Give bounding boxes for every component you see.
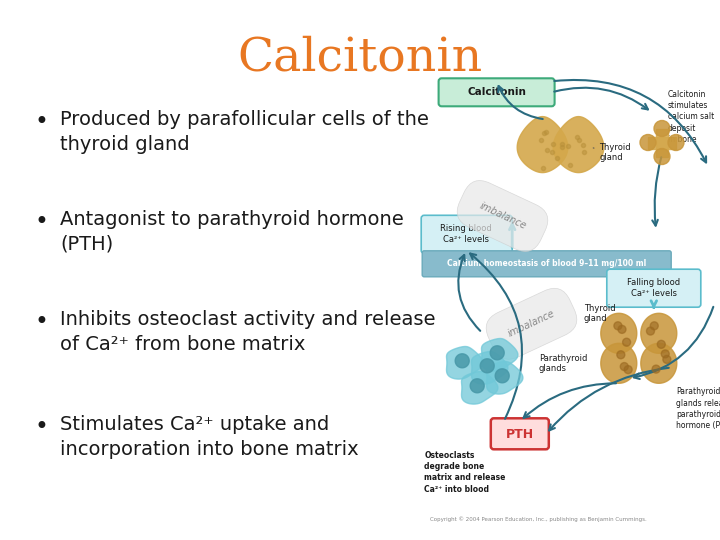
Text: Rising blood
Ca²⁺ levels: Rising blood Ca²⁺ levels <box>441 224 492 244</box>
Polygon shape <box>446 347 483 379</box>
Polygon shape <box>490 346 504 360</box>
Circle shape <box>620 328 628 336</box>
Polygon shape <box>482 339 518 371</box>
Text: imbalance: imbalance <box>477 201 528 231</box>
Polygon shape <box>517 117 568 173</box>
Circle shape <box>657 322 665 330</box>
FancyBboxPatch shape <box>422 251 671 277</box>
Polygon shape <box>472 352 508 384</box>
Text: •: • <box>35 310 49 334</box>
Polygon shape <box>487 361 523 394</box>
Circle shape <box>611 360 618 368</box>
Polygon shape <box>641 313 677 353</box>
Polygon shape <box>455 354 469 368</box>
Circle shape <box>622 350 630 358</box>
FancyBboxPatch shape <box>607 269 701 307</box>
FancyBboxPatch shape <box>438 78 554 106</box>
Polygon shape <box>553 117 604 173</box>
Text: Calcitonin: Calcitonin <box>238 35 482 80</box>
Text: Antagonist to parathyroid hormone
(PTH): Antagonist to parathyroid hormone (PTH) <box>60 210 404 254</box>
Text: Produced by parafollicular cells of the
thyroid gland: Produced by parafollicular cells of the … <box>60 110 429 154</box>
Text: Thyroid
gland: Thyroid gland <box>584 303 616 323</box>
FancyBboxPatch shape <box>491 418 549 449</box>
Polygon shape <box>480 359 494 373</box>
Text: PTH: PTH <box>505 428 534 441</box>
Bar <box>648 137 676 148</box>
Text: Copyright © 2004 Pearson Education, Inc., publishing as Benjamin Cummings.: Copyright © 2004 Pearson Education, Inc.… <box>430 516 647 522</box>
Polygon shape <box>470 379 484 393</box>
Text: Parathyroid
glands release
parathyroid
hormone (PTH): Parathyroid glands release parathyroid h… <box>677 388 720 430</box>
Text: Calcitonin: Calcitonin <box>467 87 526 97</box>
Circle shape <box>665 327 673 335</box>
Text: Inhibits osteoclast activity and release
of Ca²⁺ from bone matrix: Inhibits osteoclast activity and release… <box>60 310 436 354</box>
Circle shape <box>608 326 616 334</box>
Polygon shape <box>600 313 636 353</box>
Polygon shape <box>495 369 509 383</box>
Text: Parathyroid
glands: Parathyroid glands <box>539 354 588 373</box>
Text: •: • <box>35 110 49 134</box>
Polygon shape <box>462 372 498 404</box>
Text: •: • <box>35 210 49 234</box>
FancyBboxPatch shape <box>421 215 512 253</box>
Text: Osteoclasts
degrade bone
matrix and release
Ca²⁺ into blood: Osteoclasts degrade bone matrix and rele… <box>424 451 505 494</box>
Text: Calcitonin
stimulates
calcium salt
deposit
in bone: Calcitonin stimulates calcium salt depos… <box>668 90 714 144</box>
Text: Thyroid
gland: Thyroid gland <box>593 143 631 162</box>
Polygon shape <box>641 343 677 383</box>
Circle shape <box>668 134 684 151</box>
Circle shape <box>665 359 672 367</box>
Bar <box>656 129 668 157</box>
Polygon shape <box>600 343 636 383</box>
Circle shape <box>660 368 668 376</box>
Circle shape <box>654 120 670 137</box>
Circle shape <box>618 364 627 372</box>
Text: •: • <box>35 415 49 439</box>
Circle shape <box>625 325 634 333</box>
Circle shape <box>651 357 659 364</box>
Text: Falling blood
Ca²⁺ levels: Falling blood Ca²⁺ levels <box>627 278 680 298</box>
Text: Calcium homeostasis of blood 9–11 mg/100 ml: Calcium homeostasis of blood 9–11 mg/100… <box>446 259 646 268</box>
Circle shape <box>640 134 656 151</box>
Text: imbalance: imbalance <box>506 308 557 339</box>
Text: Stimulates Ca²⁺ uptake and
incorporation into bone matrix: Stimulates Ca²⁺ uptake and incorporation… <box>60 415 359 459</box>
Circle shape <box>649 323 657 332</box>
Circle shape <box>654 148 670 165</box>
